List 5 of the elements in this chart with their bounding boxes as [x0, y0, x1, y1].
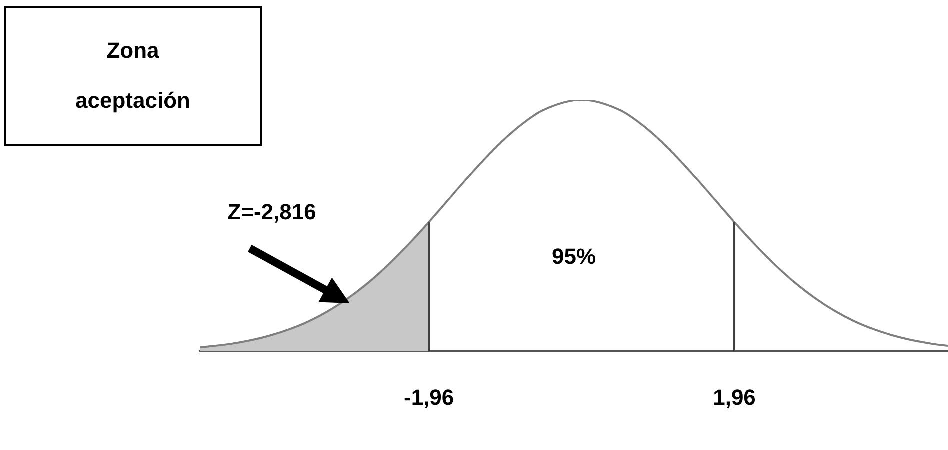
x-tick-label: -1,96 [404, 384, 454, 410]
annotation: Z=-2,816 [228, 200, 316, 225]
annotation: 95% [552, 244, 596, 270]
text-box: Zona aceptación [4, 6, 262, 146]
x-tick-label: 1,96 [713, 384, 756, 410]
